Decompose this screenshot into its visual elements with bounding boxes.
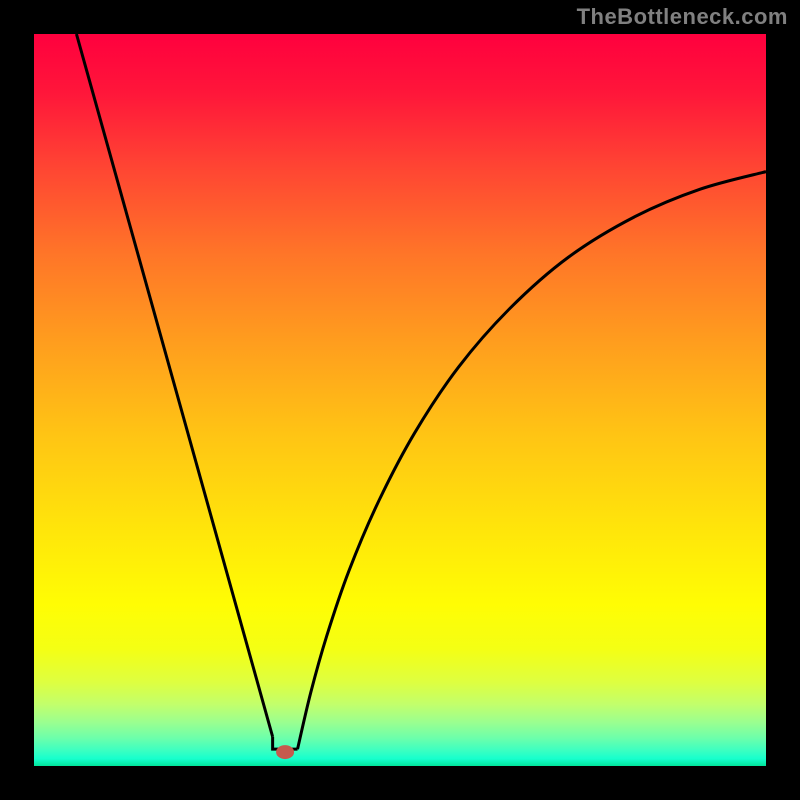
bottleneck-chart	[0, 0, 800, 800]
optimum-marker	[276, 745, 294, 759]
plot-background	[34, 34, 766, 766]
chart-container: TheBottleneck.com	[0, 0, 800, 800]
watermark-text: TheBottleneck.com	[577, 4, 788, 30]
